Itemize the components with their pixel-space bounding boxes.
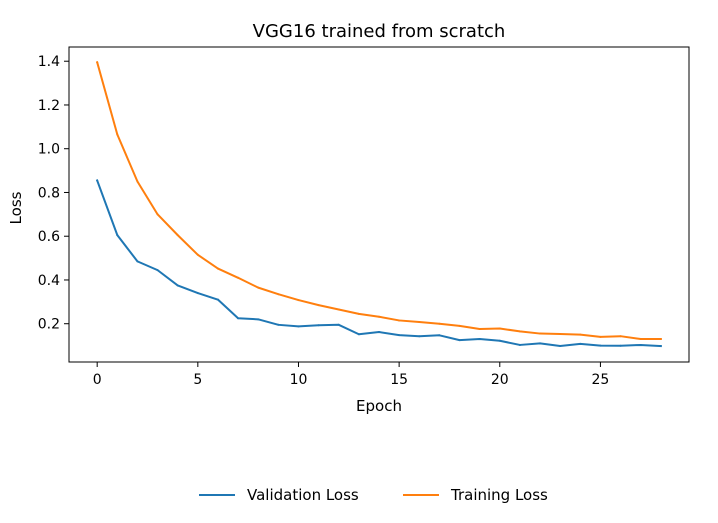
- data-point-training-loss: [458, 324, 461, 327]
- data-point-validation-loss: [498, 339, 501, 342]
- data-point-validation-loss: [378, 331, 380, 334]
- legend: Validation Loss Training Loss: [199, 486, 548, 504]
- data-point-validation-loss: [317, 324, 320, 327]
- data-point-validation-loss: [337, 323, 340, 326]
- data-point-validation-loss: [156, 269, 159, 272]
- data-point-validation-loss: [458, 339, 461, 342]
- data-point-validation-loss: [398, 334, 401, 337]
- x-tick-label: 5: [193, 372, 202, 388]
- y-tick-label: 0.4: [38, 273, 60, 289]
- data-point-validation-loss: [257, 318, 260, 321]
- data-point-training-loss: [438, 322, 441, 325]
- data-point-training-loss: [559, 333, 562, 335]
- data-point-training-loss: [398, 319, 401, 322]
- y-axis-label: Loss: [7, 191, 25, 224]
- y-tick-label: 1.4: [38, 54, 60, 70]
- data-point-validation-loss: [418, 335, 421, 338]
- data-point-training-loss: [196, 253, 199, 256]
- data-point-validation-loss: [357, 333, 360, 336]
- data-point-training-loss: [518, 330, 521, 333]
- series-line-validation-loss: [95, 179, 662, 348]
- data-point-validation-loss: [619, 344, 622, 347]
- data-point-training-loss: [317, 304, 320, 307]
- data-point-validation-loss: [579, 342, 582, 345]
- data-point-training-loss: [498, 327, 501, 330]
- data-point-training-loss: [659, 338, 662, 341]
- data-point-training-loss: [337, 308, 340, 311]
- x-tick-label: 20: [491, 372, 509, 388]
- data-point-validation-loss: [438, 334, 441, 337]
- data-point-validation-loss: [176, 284, 179, 287]
- data-point-training-loss: [539, 332, 542, 335]
- data-point-validation-loss: [478, 338, 481, 341]
- data-point-validation-loss: [116, 234, 119, 237]
- x-tick-label: 15: [390, 372, 408, 388]
- data-point-validation-loss: [237, 317, 240, 320]
- data-point-training-loss: [237, 276, 240, 279]
- data-point-validation-loss: [216, 298, 219, 301]
- data-point-training-loss: [599, 335, 602, 338]
- data-point-training-loss: [639, 338, 642, 341]
- data-point-training-loss: [579, 333, 582, 336]
- data-point-validation-loss: [539, 342, 542, 345]
- data-point-training-loss: [176, 234, 179, 237]
- axes: 0 5 10 15 20 25 0.2 0.4 0.6 0.8 1.0 1.2 1.4: [38, 46, 690, 388]
- y-tick-label: 1.0: [38, 142, 60, 158]
- data-point-training-loss: [156, 213, 159, 216]
- y-tick-label: 0.2: [38, 317, 60, 333]
- data-point-validation-loss: [518, 343, 521, 346]
- x-tick-label: 10: [290, 372, 308, 388]
- plot-frame: [68, 46, 690, 363]
- data-point-validation-loss: [196, 292, 199, 295]
- data-point-validation-loss: [136, 260, 139, 263]
- y-tick-label: 0.6: [38, 229, 60, 245]
- data-point-validation-loss: [659, 345, 662, 348]
- data-point-validation-loss: [96, 179, 99, 182]
- y-tick-label: 1.2: [38, 98, 60, 114]
- series-line-training-loss: [95, 61, 662, 341]
- x-tick-label: 25: [592, 372, 610, 388]
- data-point-training-loss: [216, 267, 219, 270]
- data-point-training-loss: [418, 320, 421, 323]
- x-tick-label: 0: [93, 372, 102, 388]
- plot-area: [95, 61, 662, 348]
- data-point-validation-loss: [599, 344, 602, 347]
- data-point-training-loss: [257, 286, 260, 289]
- chart-title: VGG16 trained from scratch: [253, 21, 506, 42]
- legend-label-training-loss: Training Loss: [450, 486, 548, 504]
- data-point-validation-loss: [559, 345, 562, 348]
- data-point-training-loss: [619, 335, 622, 338]
- data-point-training-loss: [136, 180, 139, 183]
- data-point-training-loss: [277, 293, 280, 296]
- legend-label-validation-loss: Validation Loss: [247, 486, 359, 504]
- data-point-training-loss: [297, 299, 300, 302]
- data-point-validation-loss: [639, 343, 642, 346]
- data-point-training-loss: [96, 61, 99, 64]
- data-point-training-loss: [116, 133, 119, 136]
- data-point-training-loss: [478, 327, 481, 330]
- data-point-validation-loss: [297, 325, 300, 328]
- data-point-training-loss: [378, 315, 380, 318]
- y-tick-label: 0.8: [38, 185, 60, 201]
- data-point-validation-loss: [277, 323, 280, 326]
- data-point-training-loss: [357, 312, 360, 315]
- x-axis-label: Epoch: [356, 397, 402, 415]
